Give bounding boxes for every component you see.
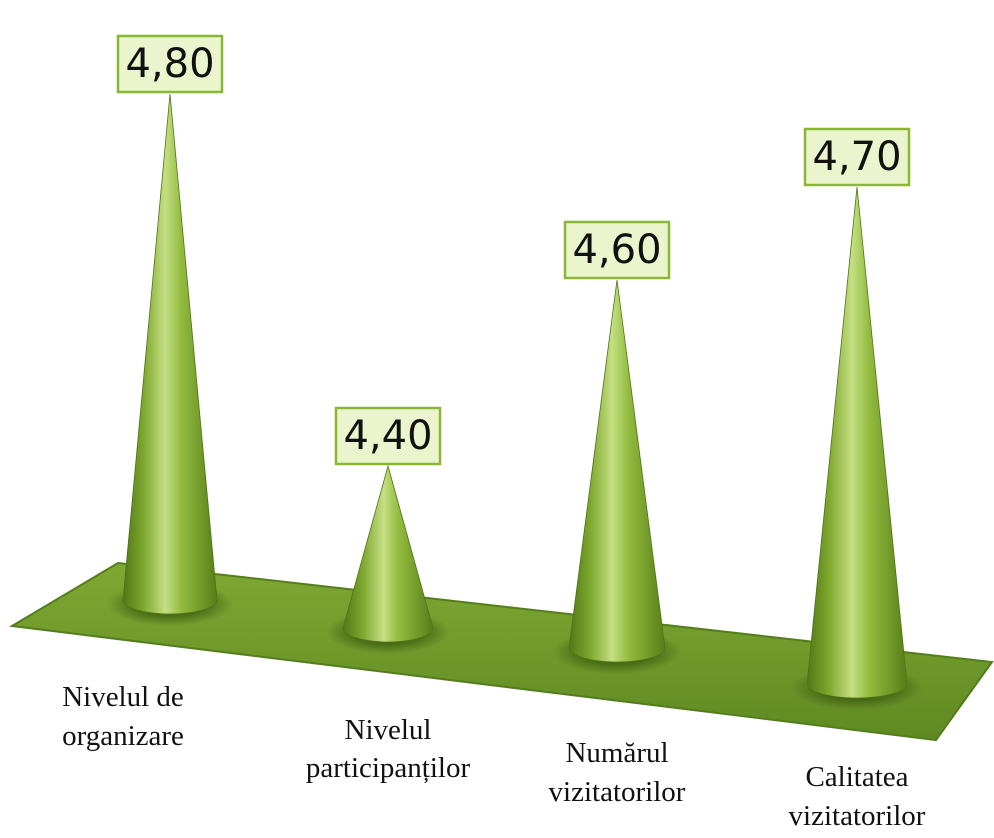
data-label: 4,40 (343, 413, 432, 459)
cone-bar (122, 93, 218, 615)
data-label: 4,80 (125, 41, 214, 87)
chart-marks: 4,80 Nivelul de organizare 4,40 Nivelul parti… (62, 34, 926, 832)
category-label: organizare (62, 720, 184, 752)
data-label-box (803, 127, 911, 187)
category-label: Numărul (565, 737, 668, 769)
chart-floor (8, 561, 994, 742)
cone-bar (568, 279, 666, 663)
category-label: Nivelul (345, 714, 432, 746)
category-label: participanților (306, 752, 471, 784)
cone-bar (342, 464, 434, 643)
category-label: vizitatorilor (549, 776, 686, 808)
data-label-box (116, 34, 224, 94)
data-label-box (334, 406, 442, 466)
category-label: vizitatorilor (789, 800, 926, 832)
data-label-box (563, 220, 671, 280)
cone-bar (806, 186, 908, 699)
category-label: Nivelul de (62, 681, 184, 713)
data-label: 4,70 (812, 134, 901, 180)
data-label: 4,60 (572, 227, 661, 273)
category-label: Calitatea (805, 761, 908, 793)
